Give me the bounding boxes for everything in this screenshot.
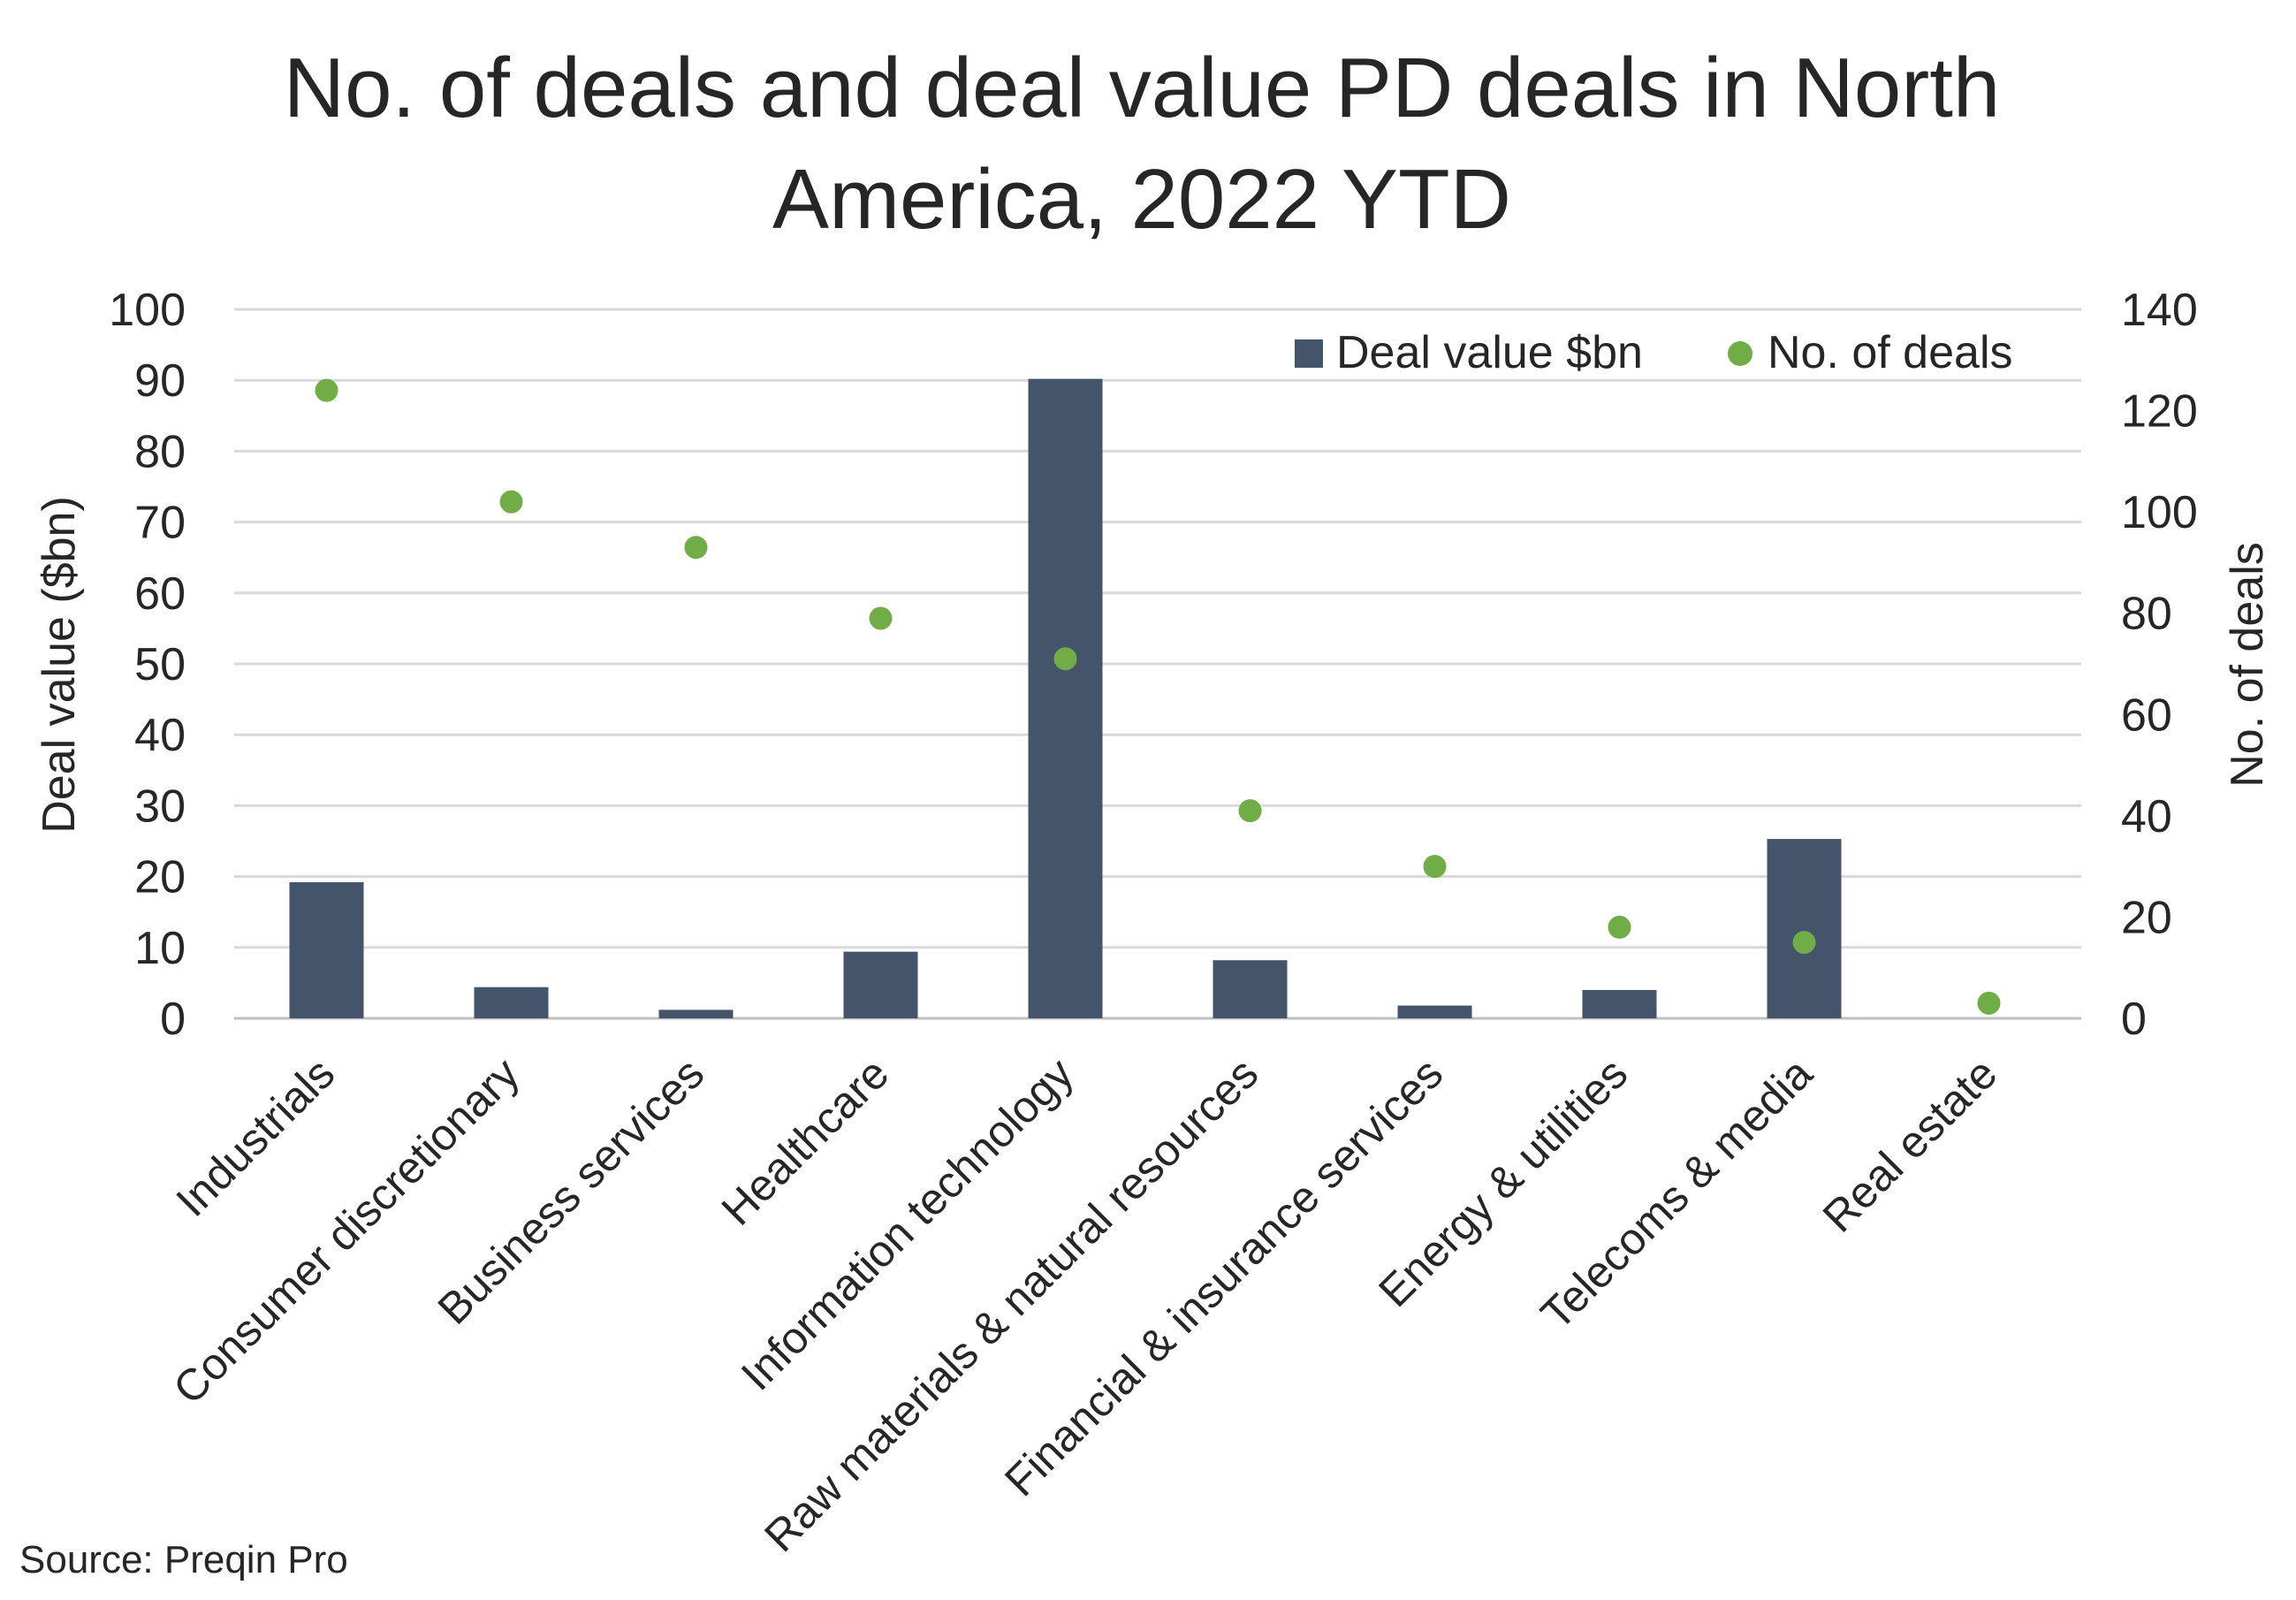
category-label: Real estate — [1813, 1048, 2006, 1241]
bar — [1213, 960, 1288, 1018]
bar — [289, 882, 364, 1018]
scatter-point — [1608, 915, 1631, 939]
bar — [1028, 378, 1103, 1018]
legend: Deal value $bn No. of deals — [1295, 327, 2013, 378]
left-tick-label: 80 — [134, 426, 186, 477]
left-axis-ticks: 0 10 20 30 40 50 60 70 80 90 100 — [109, 285, 186, 1045]
right-tick-label: 100 — [2121, 487, 2198, 538]
bar — [1582, 989, 1657, 1018]
chart-title-line-1: No. of deals and deal value PD deals in … — [284, 41, 2001, 135]
left-tick-label: 0 — [160, 994, 186, 1045]
right-axis-ticks: 0 20 40 60 80 100 120 140 — [2121, 285, 2198, 1045]
scatter-point — [1053, 647, 1077, 671]
source-note: Source: Preqin Pro — [19, 1538, 348, 1581]
right-tick-label: 20 — [2121, 892, 2172, 943]
left-tick-label: 40 — [134, 710, 186, 761]
scatter-point — [1792, 931, 1816, 955]
left-tick-label: 100 — [109, 285, 186, 336]
left-tick-label: 60 — [134, 568, 186, 620]
left-tick-label: 20 — [134, 852, 186, 903]
scatter-point — [499, 490, 523, 514]
right-tick-label: 40 — [2121, 791, 2172, 842]
left-tick-label: 30 — [134, 781, 186, 832]
left-tick-label: 70 — [134, 498, 186, 549]
scatter-series — [315, 378, 2001, 1015]
category-label: Industrials — [167, 1048, 345, 1226]
scatter-point — [684, 536, 708, 560]
legend-bar-swatch — [1295, 339, 1323, 368]
right-tick-label: 140 — [2121, 285, 2198, 336]
category-label: Information technology — [732, 1048, 1083, 1399]
left-tick-label: 90 — [134, 355, 186, 407]
bar — [474, 987, 549, 1018]
chart-title-line-2: America, 2022 YTD — [772, 152, 1511, 247]
left-tick-label: 50 — [134, 639, 186, 690]
bar — [1397, 1005, 1472, 1018]
category-label: Healthcare — [712, 1048, 899, 1235]
bar-series — [289, 378, 1842, 1018]
scatter-point — [869, 606, 893, 630]
bar — [658, 1010, 734, 1018]
scatter-point — [1977, 991, 2001, 1015]
bar — [843, 951, 918, 1018]
category-label: Consumer discretionary — [163, 1048, 528, 1413]
gridlines — [234, 308, 2081, 1020]
chart-title: No. of deals and deal value PD deals in … — [284, 41, 2001, 247]
bar — [1767, 839, 1842, 1018]
legend-dot-swatch — [1728, 341, 1752, 366]
right-tick-label: 120 — [2121, 386, 2198, 438]
left-axis-label: Deal value ($bn) — [34, 496, 85, 834]
scatter-point — [1238, 799, 1262, 823]
right-axis-label: No. of deals — [2222, 542, 2273, 788]
right-tick-label: 60 — [2121, 690, 2172, 741]
scatter-point — [1423, 855, 1447, 879]
scatter-point — [315, 378, 338, 402]
right-tick-label: 0 — [2121, 994, 2147, 1045]
left-tick-label: 10 — [134, 923, 186, 974]
right-tick-label: 80 — [2121, 589, 2172, 640]
legend-bar-label: Deal value $bn — [1336, 327, 1643, 378]
legend-dot-label: No. of deals — [1768, 327, 2013, 378]
